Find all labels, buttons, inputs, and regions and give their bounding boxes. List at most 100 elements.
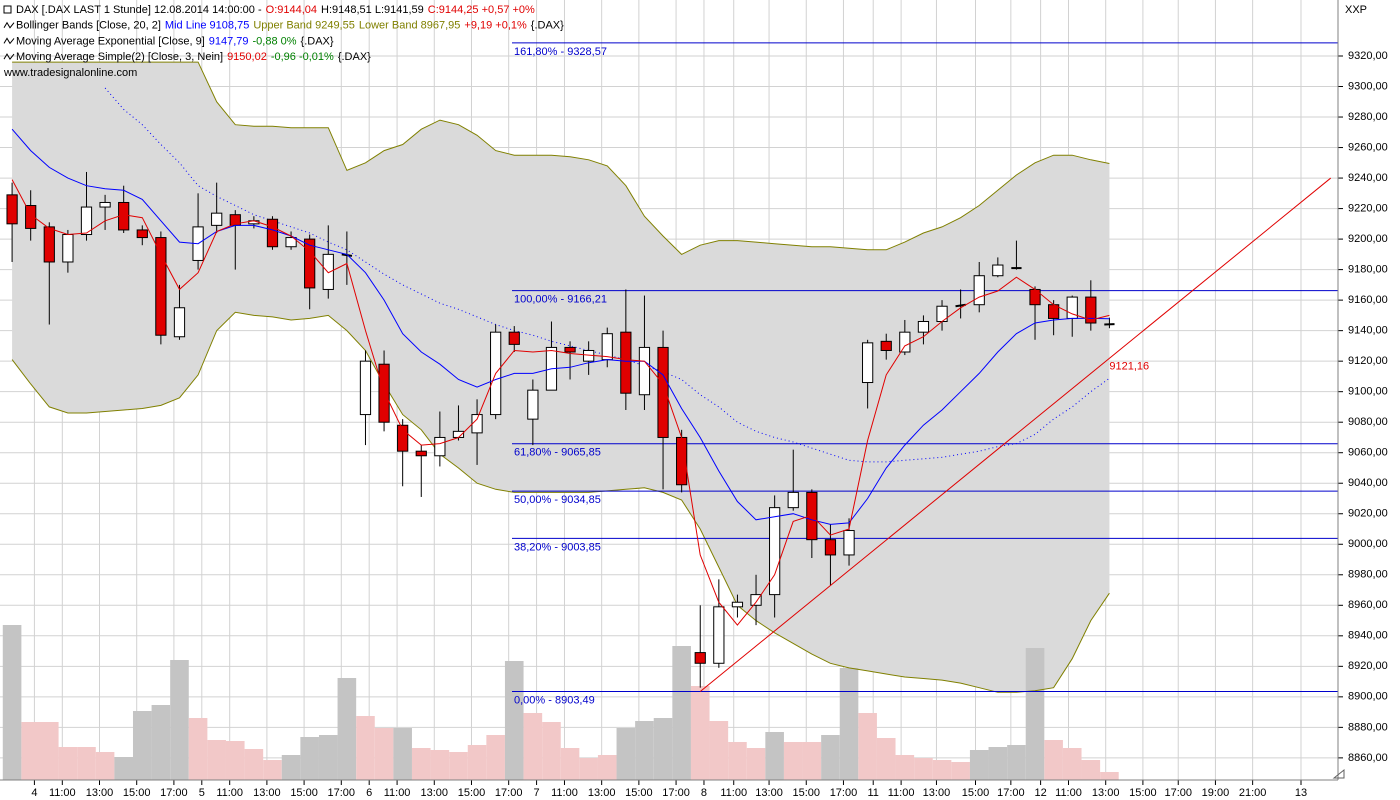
volume-bar (486, 735, 505, 780)
candle-body (992, 264, 1004, 277)
y-tick-label: 9080,00 (1348, 416, 1388, 428)
volume-bar (21, 722, 40, 780)
volume-bar (542, 722, 561, 780)
volume-bar (988, 747, 1008, 780)
x-tick-label: 11:00 (1055, 787, 1082, 799)
y-tick-label: 8940,00 (1348, 630, 1388, 642)
volume-bar (2, 625, 22, 780)
candle-body (415, 450, 427, 457)
candle-body (136, 229, 148, 239)
candle-body (378, 363, 390, 423)
volume-bar (560, 748, 580, 780)
y-tick-label: 9320,00 (1348, 50, 1388, 62)
candle-body (471, 414, 483, 434)
candle-body (657, 346, 669, 438)
x-tick-label: 11:00 (551, 787, 578, 799)
x-tick-label: 15:00 (625, 787, 653, 799)
volume-bar (430, 750, 450, 780)
x-tick-label: 11:00 (49, 787, 76, 799)
y-tick-label: 9120,00 (1348, 355, 1388, 367)
band-fill (12, 62, 1110, 693)
volume-bar (411, 748, 431, 780)
candle-body (843, 530, 855, 556)
volume-bar (1044, 740, 1063, 780)
volume-bar (728, 742, 747, 780)
candle-body (341, 253, 353, 257)
y-tick-label: 8900,00 (1348, 691, 1388, 703)
volume-bar (783, 742, 803, 780)
x-tick-label: 13:00 (588, 787, 616, 799)
x-tick-label: 15:00 (962, 787, 990, 799)
volume-bar (709, 721, 729, 780)
x-tick-label: 15:00 (458, 787, 486, 799)
volume-bar (225, 741, 245, 780)
y-tick-label: 9280,00 (1348, 111, 1388, 123)
legend-segment: -0,96 -0,01% (271, 51, 334, 63)
candle-body (80, 206, 93, 236)
volume-bar (951, 762, 970, 780)
candle-body (322, 253, 334, 290)
x-tick-label: 5 (199, 787, 205, 799)
x-tick-label: 13:00 (1092, 787, 1120, 799)
corner-icon (1332, 768, 1345, 779)
volume-bar (858, 713, 877, 780)
y-tick-label: 9140,00 (1348, 325, 1388, 337)
x-tick-label: 15:00 (290, 787, 318, 799)
volume-bar (504, 661, 524, 780)
candle-body (694, 652, 706, 664)
candle-body (601, 333, 613, 361)
y-tick-label: 9160,00 (1348, 294, 1388, 306)
legend-segment: Mid Line 9108,75 (165, 20, 249, 32)
upper-band (12, 61, 1110, 256)
legend-segment: 9150,02 (227, 51, 267, 63)
volume-bar (39, 722, 59, 780)
candle-body (880, 340, 892, 351)
x-tick-label: 13 (1295, 787, 1307, 799)
candle-body (731, 601, 744, 608)
x-tick-label: 17:00 (495, 787, 523, 799)
y-tick-label: 9220,00 (1348, 202, 1388, 214)
candle-body (899, 331, 911, 353)
x-tick-label: 15:00 (792, 787, 820, 799)
volume-bar (374, 728, 394, 780)
x-tick-label: 17:00 (1164, 787, 1192, 799)
volume-bar (132, 711, 152, 780)
candle-body (1085, 296, 1097, 324)
candle-body (6, 194, 18, 225)
candle-body (99, 201, 111, 208)
legend-icon (3, 53, 15, 60)
legend-segment: {.DAX} (301, 35, 334, 47)
volume-bar (77, 747, 96, 780)
fib-label: 100,00% - 9166,21 (514, 294, 607, 306)
volume-bar (1081, 760, 1101, 780)
legend-segment: Moving Average Exponential [Close, 9] (16, 35, 205, 47)
volume-bar (821, 735, 840, 780)
fib-label: 161,80% - 9328,57 (514, 46, 607, 58)
volume-bar (207, 740, 226, 780)
candle-body (564, 346, 576, 353)
y-tick-label: 8960,00 (1348, 599, 1388, 611)
candle-body (397, 424, 409, 452)
y-tick-label: 9300,00 (1348, 80, 1388, 92)
candle-body (304, 238, 316, 289)
legend-icon (3, 21, 15, 29)
legend-segment: Bollinger Bands [Close, 20, 2] (16, 20, 161, 32)
trendline (699, 177, 1332, 692)
y-tick-label: 8860,00 (1348, 752, 1388, 764)
volume-bar (337, 678, 357, 780)
legend-segment: -0,88 0% (253, 35, 297, 47)
legend-segment: {.DAX} (531, 20, 564, 32)
legend-segment: Upper Band 9249,55 (253, 20, 355, 32)
volume-bar (616, 728, 636, 780)
x-tick-label: 15:00 (1129, 787, 1157, 799)
x-tick-label: 17:00 (830, 787, 858, 799)
volume-bar (653, 718, 673, 780)
volume-bar (1062, 748, 1082, 780)
x-tick-label: 15:00 (123, 787, 151, 799)
legend-segment: O:9144,04 (266, 4, 317, 16)
volume-bar (579, 758, 598, 780)
candle-body (750, 594, 762, 606)
volume-bar (188, 718, 208, 780)
candle-body (211, 212, 223, 226)
candle-body (769, 507, 781, 596)
